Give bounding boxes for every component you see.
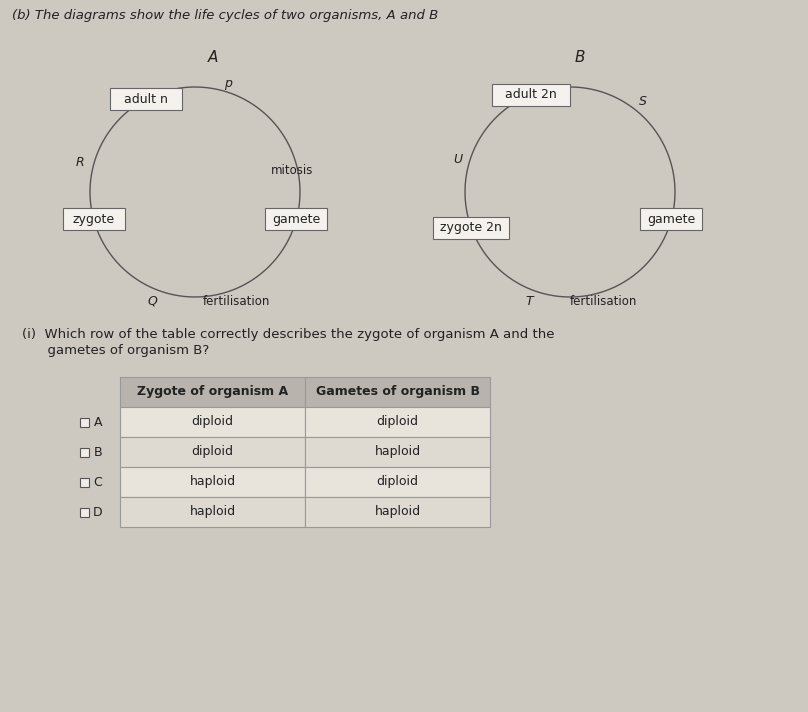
Bar <box>305 467 490 497</box>
Text: gamete: gamete <box>647 213 696 226</box>
Text: fertilisation: fertilisation <box>203 295 271 308</box>
FancyBboxPatch shape <box>265 208 327 230</box>
Text: R: R <box>76 156 85 169</box>
Text: B: B <box>94 446 103 459</box>
Text: B: B <box>574 50 585 65</box>
FancyBboxPatch shape <box>110 88 182 110</box>
Bar <box>80 508 89 516</box>
Bar <box>120 437 305 467</box>
Text: (b) The diagrams show the life cycles of two organisms, A and B: (b) The diagrams show the life cycles of… <box>12 9 438 22</box>
Bar <box>120 377 305 407</box>
Bar <box>120 497 305 527</box>
Text: haploid: haploid <box>374 506 420 518</box>
Text: diploid: diploid <box>377 476 419 488</box>
Text: diploid: diploid <box>191 446 234 459</box>
Bar <box>305 377 490 407</box>
Bar <box>80 478 89 486</box>
Text: S: S <box>638 95 646 108</box>
Text: gametes of organism B?: gametes of organism B? <box>22 344 209 357</box>
FancyBboxPatch shape <box>641 208 702 230</box>
Text: p: p <box>224 77 232 90</box>
Text: (i)  Which row of the table correctly describes the zygote of organism A and the: (i) Which row of the table correctly des… <box>22 328 554 341</box>
Text: A: A <box>94 416 103 429</box>
Text: T: T <box>526 295 533 308</box>
Text: zygote: zygote <box>73 213 115 226</box>
Text: adult n: adult n <box>124 93 167 106</box>
Bar <box>80 417 89 426</box>
Bar <box>305 407 490 437</box>
Text: diploid: diploid <box>191 416 234 429</box>
Text: diploid: diploid <box>377 416 419 429</box>
Text: haploid: haploid <box>374 446 420 459</box>
Bar <box>120 407 305 437</box>
Text: Zygote of organism A: Zygote of organism A <box>137 385 288 399</box>
Text: U: U <box>453 152 462 166</box>
Text: Gametes of organism B: Gametes of organism B <box>315 385 479 399</box>
Text: D: D <box>93 506 103 518</box>
Bar <box>305 497 490 527</box>
Text: C: C <box>94 476 103 488</box>
FancyBboxPatch shape <box>62 208 124 230</box>
Text: haploid: haploid <box>189 476 236 488</box>
Text: A: A <box>208 50 218 65</box>
Text: gamete: gamete <box>272 213 321 226</box>
Text: mitosis: mitosis <box>271 164 313 177</box>
Text: fertilisation: fertilisation <box>570 295 638 308</box>
Bar <box>305 437 490 467</box>
Bar <box>80 448 89 456</box>
Text: haploid: haploid <box>189 506 236 518</box>
Text: Q: Q <box>148 295 158 308</box>
Bar <box>120 467 305 497</box>
Text: adult 2n: adult 2n <box>505 88 557 101</box>
FancyBboxPatch shape <box>433 217 509 239</box>
FancyBboxPatch shape <box>491 83 570 105</box>
Text: zygote 2n: zygote 2n <box>440 221 503 234</box>
